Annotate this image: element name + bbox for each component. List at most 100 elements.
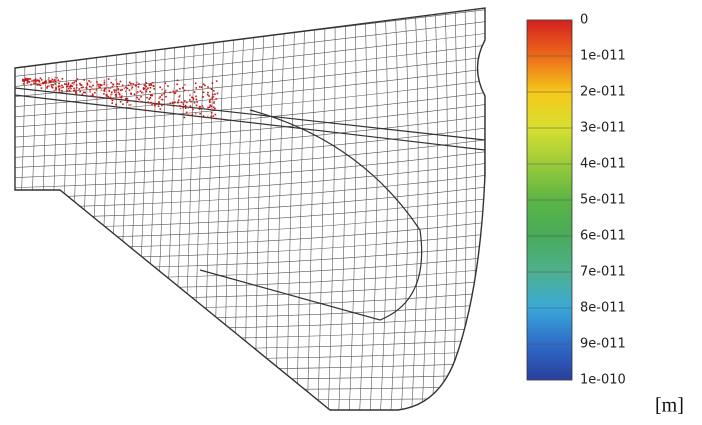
speckle-dot xyxy=(184,84,186,86)
mesh-line xyxy=(484,0,485,425)
speckle-dot xyxy=(73,83,75,85)
speckle-dot xyxy=(210,116,212,118)
speckle-dot xyxy=(52,84,54,86)
speckle-dot xyxy=(108,78,110,80)
speckle-dot xyxy=(142,92,144,94)
speckle-dot xyxy=(122,103,124,105)
speckle-dot xyxy=(163,93,165,95)
speckle-dot xyxy=(140,90,142,92)
speckle-dot xyxy=(104,82,106,84)
mesh-line xyxy=(380,0,388,425)
speckle-dot xyxy=(111,102,113,104)
speckle-dot xyxy=(161,99,163,101)
speckle-dot xyxy=(118,83,120,85)
speckle-dot xyxy=(138,83,140,85)
mesh-line xyxy=(57,0,76,425)
mesh-line xyxy=(161,0,175,425)
speckle-dot xyxy=(55,77,57,79)
speckle-dot xyxy=(213,102,215,104)
speckle-dot xyxy=(115,104,117,106)
speckle-dot xyxy=(106,84,108,86)
speckle-dot xyxy=(125,87,127,89)
speckle-dot xyxy=(158,101,160,103)
speckle-dot xyxy=(158,105,160,107)
speckle-dot xyxy=(119,94,121,96)
speckle-dot xyxy=(76,84,78,86)
speckle-dot xyxy=(202,96,204,98)
mesh-line xyxy=(203,0,215,425)
speckle-dot xyxy=(66,90,68,92)
speckle-dot xyxy=(125,90,127,92)
speckle-dot xyxy=(68,88,70,90)
speckle-dot xyxy=(179,88,181,90)
speckle-dot xyxy=(185,105,187,107)
speckle-dot xyxy=(144,109,146,111)
speckle-dot xyxy=(120,101,122,103)
speckle-dot xyxy=(73,90,75,92)
mesh-line xyxy=(0,244,500,268)
speckle-dot xyxy=(184,117,186,119)
mesh-line xyxy=(0,363,500,370)
speckle-dot xyxy=(182,87,184,89)
speckle-dot xyxy=(96,81,98,83)
speckle-dot xyxy=(207,94,209,96)
speckle-dot xyxy=(185,107,187,109)
speckle-dot xyxy=(150,84,152,86)
speckle-dot xyxy=(104,80,106,82)
speckle-dot xyxy=(89,89,91,91)
speckle-dot xyxy=(59,81,61,83)
speckle-dot xyxy=(210,99,212,101)
mesh-line xyxy=(68,0,87,425)
speckle-dot xyxy=(61,87,63,89)
speckle-dot xyxy=(110,97,112,99)
speckle-dot xyxy=(187,107,189,109)
speckle-dot xyxy=(195,82,197,84)
mesh-line xyxy=(421,0,428,425)
speckle-dot xyxy=(216,80,218,82)
speckle-dot xyxy=(161,94,163,96)
speckle-dot xyxy=(159,96,161,98)
speckle-dot xyxy=(127,88,129,90)
speckle-dot xyxy=(201,86,203,88)
speckle-dot xyxy=(174,101,176,103)
speckle-dot xyxy=(195,99,197,101)
speckle-dot xyxy=(55,87,57,89)
speckle-dot xyxy=(96,97,98,99)
speckle-dot xyxy=(115,94,117,96)
speckle-dot xyxy=(140,96,142,98)
speckle-dot xyxy=(183,103,185,105)
speckle-dot xyxy=(67,85,69,87)
speckle-dot xyxy=(165,103,167,105)
speckle-dot xyxy=(26,78,28,80)
mesh-line xyxy=(99,0,117,425)
speckle-dot xyxy=(130,104,132,106)
speckle-dot xyxy=(57,79,59,81)
mesh-line xyxy=(307,0,315,425)
mesh-line xyxy=(0,315,500,329)
speckle-dot xyxy=(108,87,110,89)
speckle-dot xyxy=(30,84,32,86)
speckle-dot xyxy=(150,97,152,99)
speckle-dot xyxy=(51,86,53,88)
mesh-line xyxy=(234,0,245,425)
speckle-dot xyxy=(35,78,37,80)
mesh-line xyxy=(0,256,500,278)
speckle-dot xyxy=(94,92,96,94)
speckle-dot xyxy=(121,96,123,98)
speckle-dot xyxy=(79,91,81,93)
speckle-dot xyxy=(209,100,211,102)
speckle-dot xyxy=(203,83,205,85)
speckle-dot xyxy=(50,80,52,82)
speckle-dot xyxy=(196,105,198,107)
mesh-line xyxy=(0,375,500,380)
speckle-dot xyxy=(190,105,192,107)
speckle-dot xyxy=(48,85,50,87)
speckle-dot xyxy=(122,85,124,87)
speckle-dot xyxy=(141,101,143,103)
colorbar-label: 5e-011 xyxy=(580,193,626,208)
speckle-dot xyxy=(150,102,152,104)
speckle-dot xyxy=(155,103,157,105)
speckle-dot xyxy=(151,95,153,97)
speckle-dot xyxy=(92,93,94,95)
speckle-dot xyxy=(170,102,172,104)
